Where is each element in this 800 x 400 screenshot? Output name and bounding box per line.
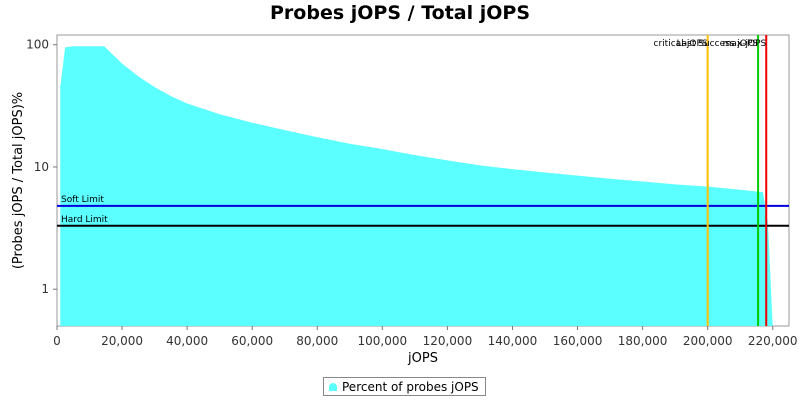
ref-label-critical-jops: critical-jOPS [654,39,708,49]
x-tick-label: 220,000 [748,334,798,348]
series-layer [60,46,773,327]
x-tick-label: 40,000 [166,334,208,348]
ref-label-soft-limit: Soft Limit [61,195,104,205]
legend-entry-label: Percent of probes jOPS [342,379,479,394]
y-tick-label: 10 [34,160,49,174]
ref-label-last-success-jops: Last Success jOPS [677,39,759,49]
x-tick-label: 20,000 [101,334,143,348]
x-axis: 0 20,000 40,000 60,000 80,000 100,000 120,000 1… [53,326,798,348]
x-tick-label: 200,000 [683,334,733,348]
x-tick-label: 180,000 [618,334,668,348]
x-tick-label: 100,000 [358,334,408,348]
x-tick-label: 120,000 [423,334,473,348]
y-tick-label: 1 [41,282,49,296]
x-axis-label: jOPS [407,351,438,366]
y-axis-label: (Probes jOPS / Total jOPS)% [11,92,26,269]
ref-label-hard-limit: Hard Limit [61,215,108,225]
y-axis: 1 10 100 [26,38,57,296]
x-tick-label: 80,000 [296,334,338,348]
x-tick-label: 0 [53,334,61,348]
ref-label-max-jops: max-jOPS [723,39,767,49]
legend-swatch [329,382,337,391]
y-tick-label: 100 [26,38,49,52]
x-tick-label: 160,000 [553,334,603,348]
x-tick-label: 60,000 [231,334,273,348]
legend: Percent of probes jOPS [323,377,486,396]
chart-title: Probes jOPS / Total jOPS [270,2,530,24]
series-area-0 [60,46,773,327]
x-tick-label: 140,000 [488,334,538,348]
